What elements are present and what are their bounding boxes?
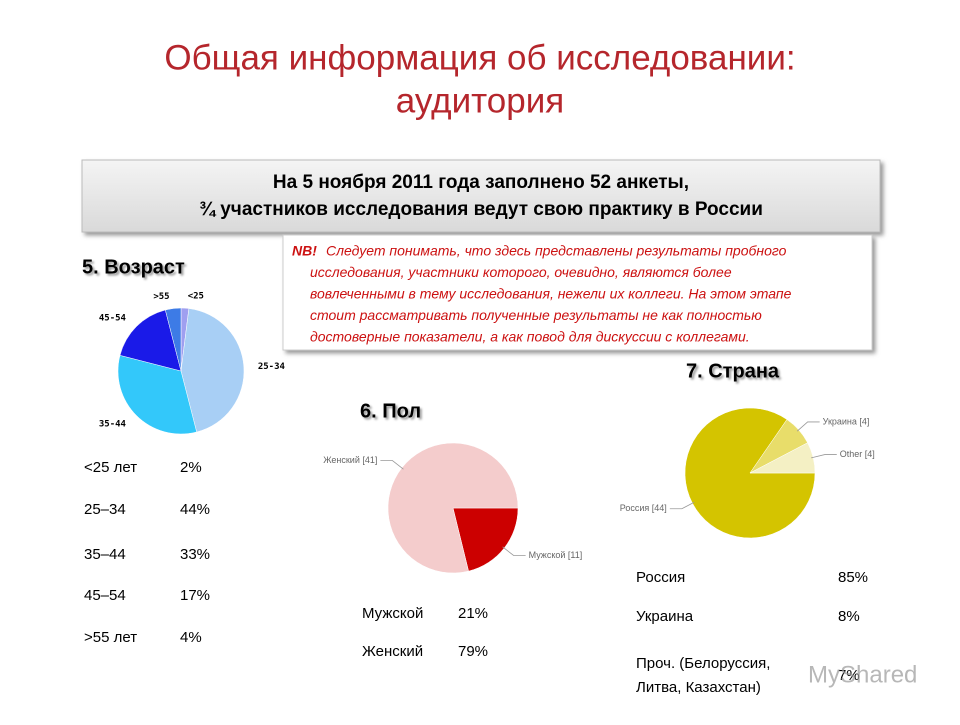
slice-label: 25-34 [258,362,286,372]
table-cell: Литва, Казахстан) [636,679,761,696]
info-text: На 5 ноября 2011 года заполнено 52 анкет… [273,172,689,193]
table-cell: Мужской [362,605,423,622]
info-box [81,159,881,233]
chart-title: 5. Возраст [82,256,185,278]
table-cell: Украина [636,608,694,625]
table-cell: 2% [180,459,202,476]
table-cell: Проч. (Белоруссия, [636,655,770,672]
nb-line: Следует понимать, что здесь представлены… [326,243,787,259]
nb-label: NB! [292,243,317,259]
slice-label: <25 [188,292,204,302]
table-cell: Россия [636,569,685,586]
watermark: MyShared [808,661,917,688]
slice-label: 35-44 [99,420,127,430]
leader-line [796,421,820,432]
table-cell: 33% [180,546,210,563]
table-cell: 44% [180,501,210,518]
table-cell: 17% [180,587,210,604]
slice-label: Женский [41] [323,455,377,465]
slice-label: >55 [153,292,169,302]
nb-line: исследования, участники которого, очевид… [310,264,732,280]
slide-title: Общая информация об исследовании: [164,38,795,77]
table-cell: 4% [180,629,202,646]
pie-slice [180,308,245,433]
slice-label: Украина [4] [823,416,870,426]
table-cell: 45–54 [84,587,126,604]
leader-line [669,501,695,510]
table-cell: 25–34 [84,501,126,518]
pie-slice [117,355,197,435]
leader-line [380,460,404,470]
info-text: ¾ участников исследования ведут свою пра… [199,199,763,220]
slice-label: Мужской [11] [529,550,583,560]
table-cell: 21% [458,605,488,622]
table-cell: 35–44 [84,546,126,563]
leader-line [502,546,526,556]
table-cell: 8% [838,608,860,625]
leader-line [811,454,837,459]
table-cell: 7% [838,667,860,684]
nb-note: NB! Следует понимать, что здесь представ… [292,243,792,345]
nb-line: вовлеченными в тему исследования, нежели… [310,286,792,302]
table-cell: 79% [458,643,488,660]
pie-slice [119,309,182,372]
nb-line: стоит рассматривать полученные результат… [310,307,762,323]
table-cell: >55 лет [84,629,137,646]
chart-title: 6. Пол [360,400,421,422]
chart-title: 7. Страна [686,360,780,382]
charts: 5. Возраст <25 25-34 35-44 45-54 >55 6. Пол Муж… [82,256,917,696]
table-cell: 85% [838,569,868,586]
slice-label: Россия [44] [620,503,667,513]
slice-label: Other [4] [840,449,875,459]
pie-slice [165,307,182,372]
nb-line: достоверные показатели, а как повод для … [310,329,750,345]
slide-title: аудитория [396,81,564,120]
table-cell: <25 лет [84,459,137,476]
slice-label: 45-54 [99,313,127,323]
table-cell: Женский [362,643,423,660]
nb-box [282,234,873,351]
